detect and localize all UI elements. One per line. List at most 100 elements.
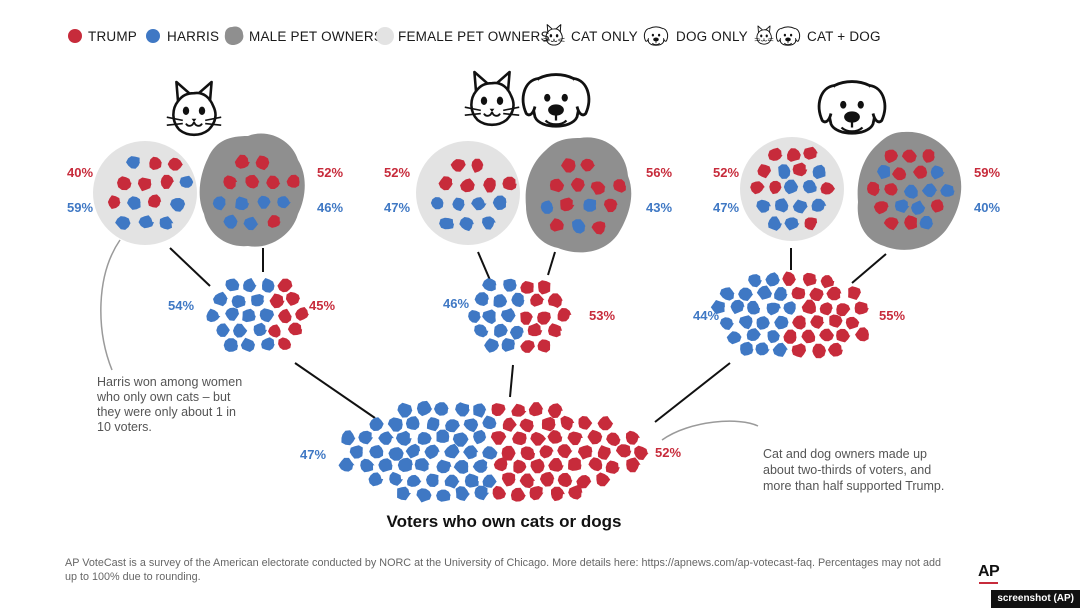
dot-group-total	[338, 400, 649, 503]
trump-dot	[510, 487, 526, 502]
pct-male-cat-only-trump: 52%	[317, 165, 343, 180]
legend-trump: TRUMP	[68, 29, 137, 44]
dot-group-female-cat-only	[107, 156, 194, 230]
trump-dot	[520, 446, 536, 461]
trump-dot	[493, 457, 508, 472]
trump-dot	[812, 343, 827, 359]
trump-dot	[551, 486, 565, 502]
trump-dot	[267, 215, 281, 228]
trump-dot	[547, 430, 563, 444]
legend-male: MALE PET OWNERS	[224, 26, 383, 45]
harris-dot	[755, 342, 770, 356]
harris-dot	[464, 473, 479, 488]
harris-dot	[765, 272, 781, 287]
trump-dot	[596, 472, 611, 487]
trump-dot	[904, 215, 918, 230]
harris-dot	[455, 486, 471, 501]
harris-dot	[877, 165, 891, 180]
trump-dot	[597, 416, 614, 431]
trump-dot	[502, 176, 517, 191]
trump-dot	[520, 340, 536, 353]
harris-dot	[439, 217, 455, 230]
legend-harris-label: HARRIS	[167, 29, 219, 44]
trump-dot	[167, 157, 183, 171]
harris-dot	[424, 444, 440, 460]
trump-dot	[820, 275, 835, 289]
trump-dot	[286, 174, 300, 188]
trump-dot	[613, 179, 626, 193]
trump-dot	[768, 147, 783, 161]
trump-dot	[913, 165, 928, 179]
trump-dot	[791, 343, 807, 358]
harris-dot	[738, 315, 753, 330]
harris-dot	[710, 300, 725, 315]
trump-dot	[295, 307, 309, 321]
dot-group-male-cat-only	[212, 154, 300, 231]
pct-female-cat-dog-trump: 52%	[384, 165, 410, 180]
trump-dot	[277, 278, 293, 293]
harris-dot	[206, 308, 221, 323]
trump-dot	[149, 156, 162, 170]
trump-dot	[537, 311, 551, 325]
harris-dot	[261, 337, 275, 351]
trump-dot	[803, 146, 818, 160]
harris-dot	[783, 179, 799, 195]
trump-dot	[539, 445, 554, 459]
trump-dot	[557, 308, 572, 322]
harris-dot	[251, 294, 265, 307]
harris-dot	[511, 292, 525, 308]
trump-dot	[137, 177, 152, 192]
harris-dot	[223, 214, 238, 229]
harris-dot	[397, 486, 411, 501]
legend-dog-only-label: DOG ONLY	[676, 29, 748, 44]
trump-dot	[460, 178, 476, 193]
trump-dot	[819, 328, 835, 342]
harris-dot	[911, 200, 926, 215]
trump-dot	[922, 149, 935, 163]
annotation-left: Harris won among women who only own cats…	[96, 375, 242, 434]
trump-dot	[278, 308, 292, 324]
trump-dot	[492, 485, 507, 500]
harris-dot	[240, 337, 256, 352]
trump-dot	[539, 471, 555, 487]
trump-dot	[606, 432, 621, 447]
harris-dot	[445, 419, 461, 433]
trump-dot	[820, 182, 836, 195]
harris-dot	[243, 216, 259, 231]
trump-dot	[836, 328, 851, 343]
ap-logo: AP	[978, 563, 1000, 584]
harris-dot	[482, 309, 496, 325]
trump-dot	[501, 445, 516, 461]
dot-group-combined-dog-only	[710, 271, 869, 359]
trump-dot	[529, 486, 544, 501]
annotation-left-line: they were only about 1 in	[97, 405, 236, 419]
harris-dot	[482, 278, 497, 292]
harris-dot	[127, 196, 141, 210]
harris-dot	[812, 164, 826, 180]
harris-dot	[225, 278, 240, 292]
harris-dot	[482, 446, 498, 460]
trump-dot	[520, 281, 534, 294]
trump-dot	[549, 218, 564, 232]
harris-dot	[474, 324, 489, 338]
trump-dot	[527, 322, 543, 337]
harris-dot	[223, 338, 239, 352]
diagram-title: Voters who own cats or dogs	[387, 512, 622, 531]
trump-dot	[268, 324, 281, 338]
trump-dot	[883, 217, 899, 231]
harris-dot	[414, 458, 430, 472]
trump-dot	[541, 416, 556, 432]
trump-dot	[285, 291, 300, 306]
harris-dot	[262, 278, 275, 293]
trump-dot	[519, 418, 534, 433]
harris-dot	[452, 197, 465, 212]
pct-male-cat-dog-harris: 43%	[646, 200, 672, 215]
harris-dot	[436, 459, 452, 474]
harris-dot	[726, 331, 742, 345]
trump-dot	[502, 417, 517, 432]
harris-dot	[405, 443, 421, 459]
harris-dot	[253, 322, 267, 336]
harris-dot	[444, 474, 460, 489]
male-blob-icon	[224, 26, 244, 45]
harris-dot	[802, 180, 817, 194]
